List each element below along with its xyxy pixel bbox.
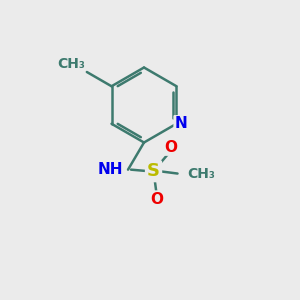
Text: O: O [150, 192, 163, 207]
Text: N: N [175, 116, 188, 131]
Text: CH₃: CH₃ [188, 167, 215, 181]
Text: O: O [164, 140, 177, 155]
Text: S: S [147, 162, 160, 180]
Text: CH₃: CH₃ [58, 56, 85, 70]
Text: NH: NH [97, 162, 123, 177]
